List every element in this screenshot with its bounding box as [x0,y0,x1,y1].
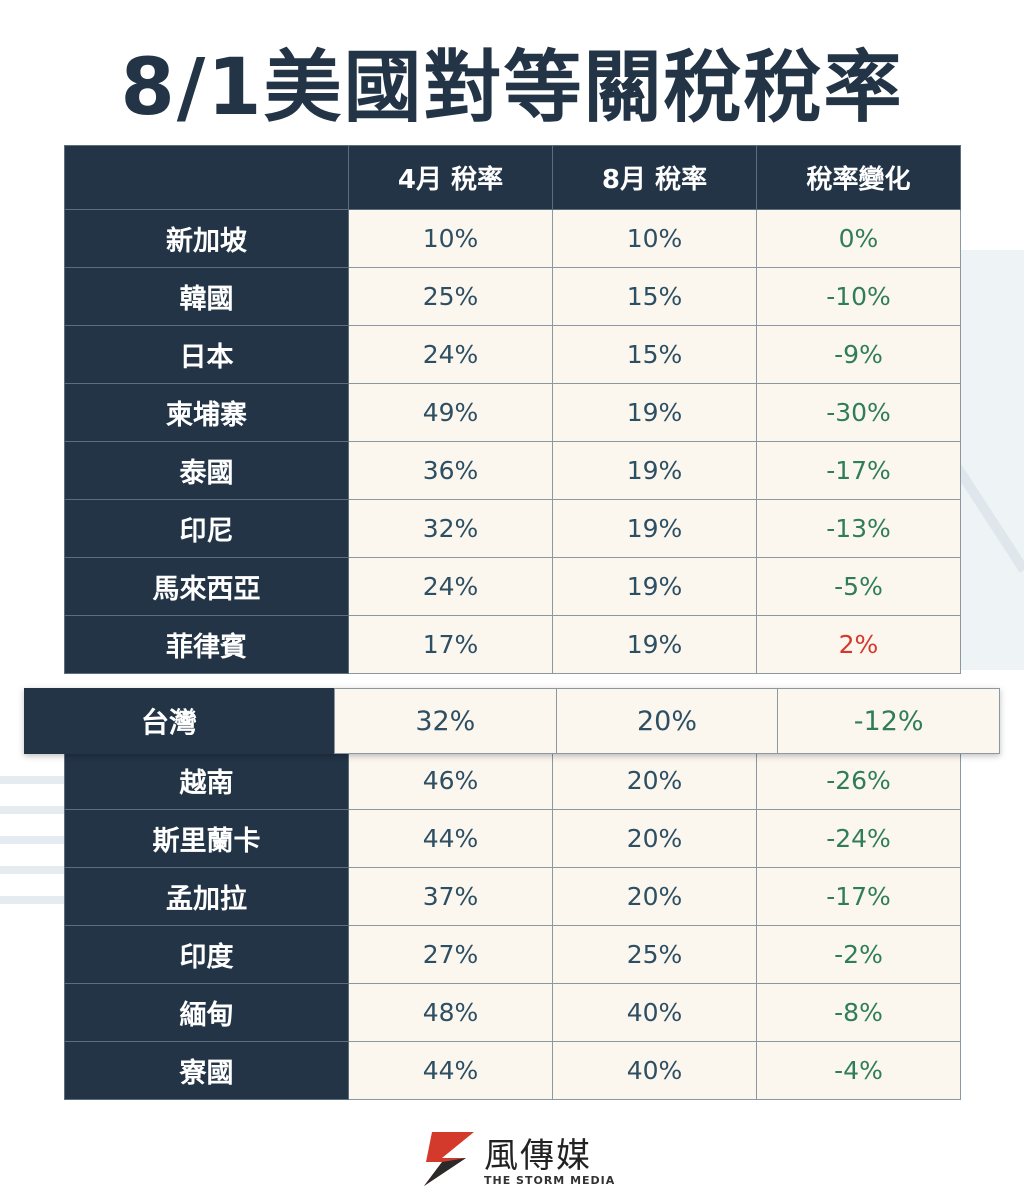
august-rate-cell: 15% [552,325,757,384]
country-cell: 孟加拉 [64,867,349,926]
april-rate-cell: 24% [348,325,553,384]
brand-name-english: THE STORM MEDIA [484,1174,616,1187]
highlight-row-taiwan: 台灣 32% 20% -12% [24,688,1001,754]
background-decoration-left [0,776,70,904]
highlight-august-rate-cell: 20% [555,688,778,754]
country-cell: 泰國 [64,441,349,500]
table-row: 寮國 44% 40% -4% [64,1041,961,1100]
august-rate-cell: 10% [552,209,757,268]
country-cell: 印尼 [64,499,349,558]
april-rate-cell: 25% [348,267,553,326]
rate-change-cell: -13% [756,499,961,558]
country-cell: 日本 [64,325,349,384]
table-header-row: 4月 稅率 8月 稅率 稅率變化 [64,145,961,210]
table-row: 印尼 32% 19% -13% [64,499,961,558]
august-rate-cell: 15% [552,267,757,326]
rate-change-cell: -2% [756,925,961,984]
april-rate-cell: 37% [348,867,553,926]
country-cell: 馬來西亞 [64,557,349,616]
header-rate-change: 稅率變化 [756,145,961,210]
storm-media-logo: 風傳媒 THE STORM MEDIA [420,1128,620,1192]
country-cell: 緬甸 [64,983,349,1042]
august-rate-cell: 19% [552,441,757,500]
tariff-table: 4月 稅率 8月 稅率 稅率變化 新加坡 10% 10% 0% 韓國 25% 1… [64,145,961,1100]
rate-change-cell: 2% [756,615,961,674]
august-rate-cell: 19% [552,499,757,558]
highlight-rate-change-cell: -12% [777,688,1001,754]
table-row: 新加坡 10% 10% 0% [64,209,961,268]
brand-name-chinese: 風傳媒 [484,1136,592,1176]
rate-change-cell: -30% [756,383,961,442]
april-rate-cell: 46% [348,751,553,810]
april-rate-cell: 10% [348,209,553,268]
august-rate-cell: 20% [552,751,757,810]
country-cell: 印度 [64,925,349,984]
april-rate-cell: 36% [348,441,553,500]
table-row: 柬埔寨 49% 19% -30% [64,383,961,442]
august-rate-cell: 19% [552,557,757,616]
rate-change-cell: -8% [756,983,961,1042]
table-row: 緬甸 48% 40% -8% [64,983,961,1042]
country-cell: 寮國 [64,1041,349,1100]
april-rate-cell: 17% [348,615,553,674]
table-row: 孟加拉 37% 20% -17% [64,867,961,926]
page-title: 8/1美國對等關稅稅率 [120,43,904,133]
highlight-april-rate-cell: 32% [334,688,556,754]
country-cell: 越南 [64,751,349,810]
storm-media-logo-icon [424,1132,474,1186]
country-cell: 菲律賓 [64,615,349,674]
august-rate-cell: 20% [552,867,757,926]
table-row: 日本 24% 15% -9% [64,325,961,384]
rate-change-cell: -5% [756,557,961,616]
rate-change-cell: -17% [756,441,961,500]
highlight-country-cell: 台灣 [24,688,334,754]
april-rate-cell: 24% [348,557,553,616]
august-rate-cell: 40% [552,983,757,1042]
table-row: 斯里蘭卡 44% 20% -24% [64,809,961,868]
august-rate-cell: 19% [552,615,757,674]
august-rate-cell: 19% [552,383,757,442]
table-row: 印度 27% 25% -2% [64,925,961,984]
header-country [64,145,349,210]
table-row: 韓國 25% 15% -10% [64,267,961,326]
country-cell: 韓國 [64,267,349,326]
april-rate-cell: 27% [348,925,553,984]
header-april-rate: 4月 稅率 [348,145,553,210]
april-rate-cell: 49% [348,383,553,442]
april-rate-cell: 32% [348,499,553,558]
rate-change-cell: -26% [756,751,961,810]
header-august-rate: 8月 稅率 [552,145,757,210]
rate-change-cell: 0% [756,209,961,268]
rate-change-cell: -9% [756,325,961,384]
rate-change-cell: -24% [756,809,961,868]
april-rate-cell: 48% [348,983,553,1042]
april-rate-cell: 44% [348,1041,553,1100]
country-cell: 斯里蘭卡 [64,809,349,868]
april-rate-cell: 44% [348,809,553,868]
table-row: 菲律賓 17% 19% 2% [64,615,961,674]
country-cell: 柬埔寨 [64,383,349,442]
table-row: 馬來西亞 24% 19% -5% [64,557,961,616]
country-cell: 新加坡 [64,209,349,268]
table-row: 越南 46% 20% -26% [64,751,961,810]
rate-change-cell: -17% [756,867,961,926]
rate-change-cell: -4% [756,1041,961,1100]
table-row: 泰國 36% 19% -17% [64,441,961,500]
august-rate-cell: 40% [552,1041,757,1100]
rate-change-cell: -10% [756,267,961,326]
august-rate-cell: 25% [552,925,757,984]
august-rate-cell: 20% [552,809,757,868]
